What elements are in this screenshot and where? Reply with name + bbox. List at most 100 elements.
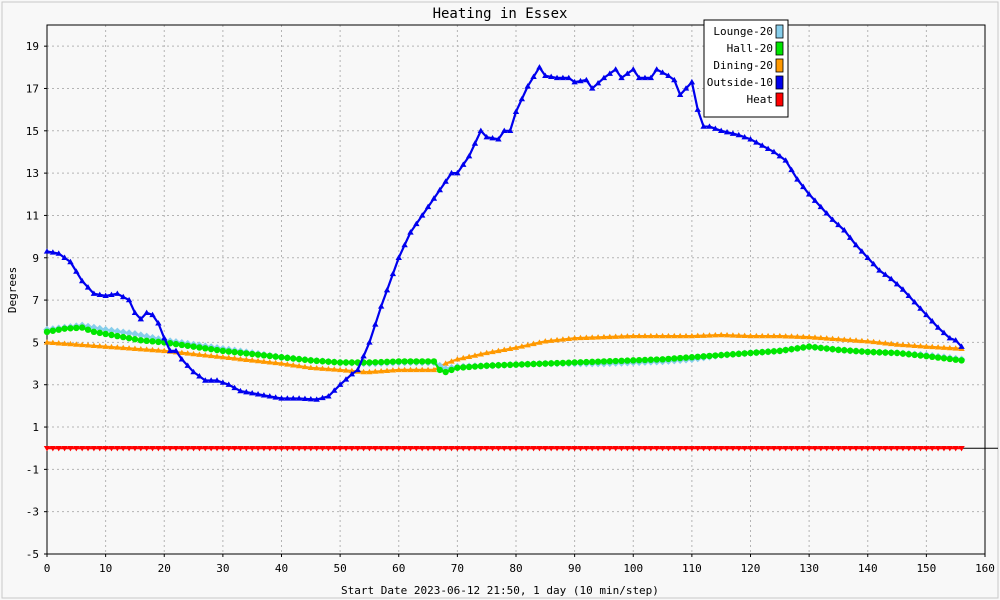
- data-point-heat: [49, 446, 57, 452]
- data-point-outside-10: [852, 241, 860, 248]
- data-point-hall-20: [272, 353, 279, 360]
- data-point-dining-20: [899, 341, 907, 348]
- data-point-heat: [137, 446, 144, 452]
- data-point-hall-20: [841, 347, 848, 354]
- data-point-hall-20: [366, 359, 373, 366]
- data-point-outside-10: [530, 73, 537, 80]
- data-point-lounge-20: [142, 332, 151, 341]
- data-point-outside-10: [589, 85, 596, 91]
- data-point-dining-20: [600, 333, 608, 340]
- data-point-dining-20: [747, 332, 754, 339]
- data-point-hall-20: [266, 352, 273, 360]
- data-point-hall-20: [483, 362, 490, 369]
- data-point-hall-20: [659, 356, 666, 363]
- data-point-heat: [542, 446, 549, 452]
- data-point-outside-10: [764, 145, 772, 151]
- data-point-heat: [442, 446, 449, 452]
- data-point-dining-20: [635, 332, 643, 339]
- data-point-dining-20: [477, 351, 485, 357]
- data-point-hall-20: [635, 356, 643, 364]
- data-point-outside-10: [729, 130, 737, 136]
- data-point-hall-20: [178, 341, 186, 349]
- legend-label: Heat: [747, 93, 774, 106]
- data-point-dining-20: [929, 343, 936, 350]
- y-tick-label: -1: [26, 463, 39, 476]
- series-layer: [43, 64, 966, 452]
- data-point-heat: [436, 446, 443, 452]
- data-point-outside-10: [237, 387, 244, 394]
- data-point-outside-10: [260, 392, 268, 398]
- data-point-hall-20: [43, 328, 51, 336]
- data-point-lounge-20: [131, 330, 139, 338]
- data-point-heat: [759, 446, 766, 452]
- data-point-dining-20: [858, 337, 866, 344]
- data-point-heat: [923, 446, 930, 452]
- y-tick-label: -5: [26, 548, 39, 561]
- data-point-hall-20: [923, 352, 930, 360]
- data-point-heat: [700, 446, 707, 452]
- data-point-outside-10: [823, 210, 830, 216]
- data-point-heat: [841, 446, 848, 452]
- data-point-hall-20: [811, 344, 819, 351]
- data-point-hall-20: [55, 326, 62, 333]
- data-point-hall-20: [835, 346, 842, 354]
- data-point-outside-10: [248, 389, 256, 396]
- data-point-outside-10: [794, 176, 801, 182]
- data-point-lounge-20: [125, 329, 133, 337]
- data-point-hall-20: [436, 366, 443, 374]
- data-point-hall-20: [676, 354, 684, 362]
- data-point-hall-20: [547, 360, 555, 367]
- data-point-hall-20: [243, 350, 250, 357]
- data-point-heat: [260, 446, 268, 452]
- data-point-dining-20: [90, 342, 98, 348]
- data-point-dining-20: [336, 366, 344, 373]
- data-point-heat: [202, 446, 209, 452]
- data-point-heat: [207, 446, 215, 452]
- data-point-outside-10: [389, 270, 397, 277]
- data-point-hall-20: [665, 355, 672, 363]
- data-point-heat: [659, 446, 666, 452]
- data-point-dining-20: [73, 341, 80, 347]
- data-point-hall-20: [301, 356, 309, 363]
- data-point-outside-10: [401, 241, 408, 248]
- data-point-outside-10: [700, 123, 707, 129]
- data-point-dining-20: [911, 342, 918, 348]
- x-tick-label: 80: [509, 562, 522, 575]
- data-point-outside-10: [506, 127, 514, 133]
- data-point-heat: [55, 446, 62, 452]
- data-point-hall-20: [395, 358, 402, 365]
- data-point-heat: [899, 446, 907, 452]
- data-point-heat: [817, 446, 825, 452]
- x-axis-title: Start Date 2023-06-12 21:50, 1 day (10 m…: [341, 584, 659, 597]
- data-point-heat: [612, 446, 619, 452]
- data-point-hall-20: [149, 338, 156, 345]
- data-point-outside-10: [243, 388, 250, 395]
- data-point-dining-20: [465, 353, 473, 359]
- data-point-hall-20: [407, 358, 414, 365]
- data-point-heat: [512, 446, 520, 452]
- data-point-hall-20: [565, 359, 572, 366]
- data-point-heat: [717, 446, 725, 452]
- data-point-hall-20: [460, 364, 467, 371]
- data-point-dining-20: [641, 332, 649, 339]
- data-point-hall-20: [641, 356, 649, 364]
- data-point-heat: [172, 446, 180, 452]
- data-point-dining-20: [383, 367, 391, 373]
- data-point-heat: [143, 446, 150, 452]
- data-point-heat: [477, 446, 485, 452]
- y-tick-label: 17: [26, 82, 39, 95]
- data-point-outside-10: [583, 76, 590, 83]
- data-point-dining-20: [729, 332, 737, 338]
- data-point-outside-10: [78, 277, 86, 284]
- data-point-outside-10: [929, 318, 936, 324]
- data-point-dining-20: [782, 333, 789, 339]
- data-point-dining-20: [219, 354, 227, 360]
- data-point-dining-20: [717, 331, 725, 338]
- data-point-heat: [565, 446, 572, 452]
- data-point-outside-10: [49, 249, 57, 255]
- data-point-dining-20: [67, 340, 74, 347]
- data-point-outside-10: [905, 292, 912, 299]
- data-point-heat: [495, 446, 502, 452]
- data-point-heat: [78, 446, 86, 452]
